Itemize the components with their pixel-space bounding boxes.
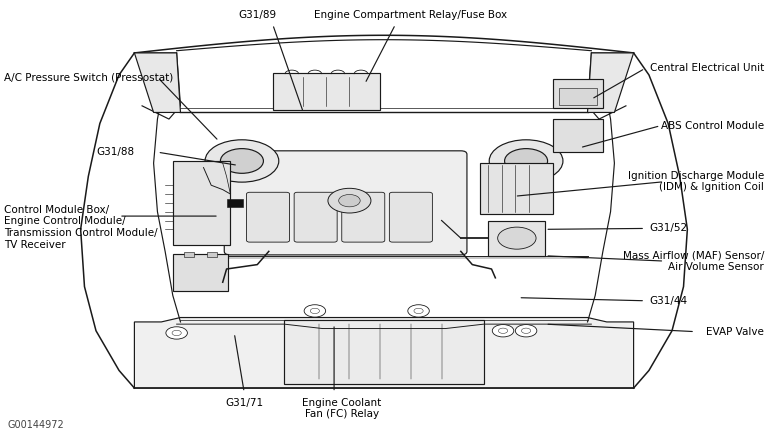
Text: G00144972: G00144972: [8, 420, 65, 430]
Text: G31/52: G31/52: [649, 224, 687, 233]
Text: Mass Airflow (MAF) Sensor/
Air Volume Sensor: Mass Airflow (MAF) Sensor/ Air Volume Se…: [623, 250, 764, 272]
Bar: [553, 79, 603, 108]
Circle shape: [339, 194, 360, 207]
Circle shape: [515, 325, 537, 337]
Circle shape: [205, 140, 279, 182]
Circle shape: [498, 328, 508, 333]
Bar: [173, 161, 230, 245]
FancyBboxPatch shape: [294, 192, 337, 242]
Text: G31/88: G31/88: [96, 147, 134, 157]
FancyBboxPatch shape: [247, 192, 290, 242]
Circle shape: [489, 140, 563, 182]
FancyBboxPatch shape: [224, 151, 467, 255]
Bar: [227, 199, 243, 207]
Text: G31/44: G31/44: [649, 296, 687, 306]
Circle shape: [310, 308, 319, 314]
Text: Engine Compartment Relay/Fuse Box: Engine Compartment Relay/Fuse Box: [314, 10, 508, 20]
Text: ABS Control Module: ABS Control Module: [661, 121, 764, 131]
Bar: [207, 252, 217, 257]
Text: EVAP Valve: EVAP Valve: [707, 327, 764, 336]
Bar: [559, 88, 597, 105]
Circle shape: [505, 149, 548, 173]
Polygon shape: [588, 53, 634, 112]
Polygon shape: [134, 53, 180, 112]
Circle shape: [521, 328, 531, 333]
Text: A/C Pressure Switch (Pressostat): A/C Pressure Switch (Pressostat): [4, 72, 173, 82]
Text: Ignition Discharge Module
(IDM) & Ignition Coil: Ignition Discharge Module (IDM) & Igniti…: [628, 171, 764, 192]
Bar: [480, 163, 553, 214]
Text: Control Module Box/
Engine Control Module/
Transmission Control Module/
TV Recei: Control Module Box/ Engine Control Modul…: [4, 205, 157, 250]
Circle shape: [498, 227, 536, 249]
Polygon shape: [134, 318, 634, 388]
Circle shape: [328, 188, 371, 213]
Text: Engine Coolant
Fan (FC) Relay: Engine Coolant Fan (FC) Relay: [302, 398, 382, 419]
Bar: [553, 119, 603, 152]
Text: G31/71: G31/71: [225, 398, 263, 408]
Circle shape: [408, 305, 429, 317]
Circle shape: [172, 330, 181, 336]
Circle shape: [166, 327, 187, 339]
Circle shape: [414, 308, 423, 314]
Text: Central Electrical Unit: Central Electrical Unit: [650, 64, 764, 73]
FancyBboxPatch shape: [389, 192, 432, 242]
Polygon shape: [284, 320, 484, 384]
Circle shape: [492, 325, 514, 337]
Circle shape: [304, 305, 326, 317]
Circle shape: [220, 149, 263, 173]
Bar: [488, 220, 545, 256]
Bar: [184, 252, 194, 257]
Text: G31/89: G31/89: [238, 10, 276, 20]
Bar: [173, 254, 228, 291]
FancyBboxPatch shape: [342, 192, 385, 242]
FancyBboxPatch shape: [273, 73, 380, 110]
